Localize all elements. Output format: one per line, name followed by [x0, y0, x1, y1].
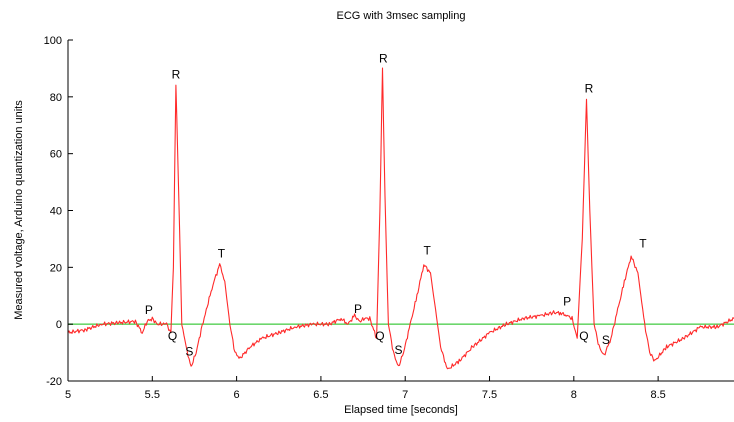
wave-label-p: P — [563, 295, 571, 309]
chart-title: ECG with 3msec sampling — [337, 10, 466, 22]
wave-label-t: T — [423, 244, 431, 258]
wave-label-p: P — [354, 302, 362, 316]
x-tick-label: 5.5 — [145, 389, 160, 401]
ecg-signal-line — [67, 67, 734, 370]
y-tick-label: 40 — [50, 206, 62, 218]
x-tick-label: 5 — [65, 389, 71, 401]
x-tick-label: 7.5 — [482, 389, 497, 401]
x-tick-label: 8.5 — [650, 389, 665, 401]
x-axis-title: Elapsed time [seconds] — [344, 404, 458, 416]
wave-label-q: Q — [168, 329, 177, 343]
wave-label-t: T — [218, 246, 226, 260]
x-tick-label: 8 — [571, 389, 577, 401]
wave-label-q: Q — [579, 329, 588, 343]
wave-label-r: R — [585, 82, 594, 96]
x-tick-label: 7 — [402, 389, 408, 401]
wave-label-r: R — [172, 67, 181, 81]
wave-label-p: P — [145, 303, 153, 317]
wave-label-s: S — [602, 333, 610, 347]
wave-label-s: S — [394, 343, 402, 357]
plot-area — [67, 67, 734, 370]
y-tick-label: 0 — [56, 319, 62, 331]
wave-label-q: Q — [375, 329, 384, 343]
y-tick-label: 60 — [50, 149, 62, 161]
y-tick-label: 100 — [44, 35, 62, 47]
wave-label-r: R — [379, 52, 388, 66]
wave-label-t: T — [639, 236, 647, 250]
y-tick-label: 80 — [50, 92, 62, 104]
axes: -20 0 20 40 60 80 100 5 5.5 6 6.5 7 7.5 8 8.5 — [44, 35, 734, 401]
y-tick-label: -20 — [46, 376, 62, 388]
x-tick-label: 6 — [234, 389, 240, 401]
y-tick-label: 20 — [50, 262, 62, 274]
x-tick-label: 6.5 — [313, 389, 328, 401]
wave-label-s: S — [185, 344, 193, 358]
y-axis-title: Measured voltage, Arduino quantization u… — [13, 100, 25, 320]
